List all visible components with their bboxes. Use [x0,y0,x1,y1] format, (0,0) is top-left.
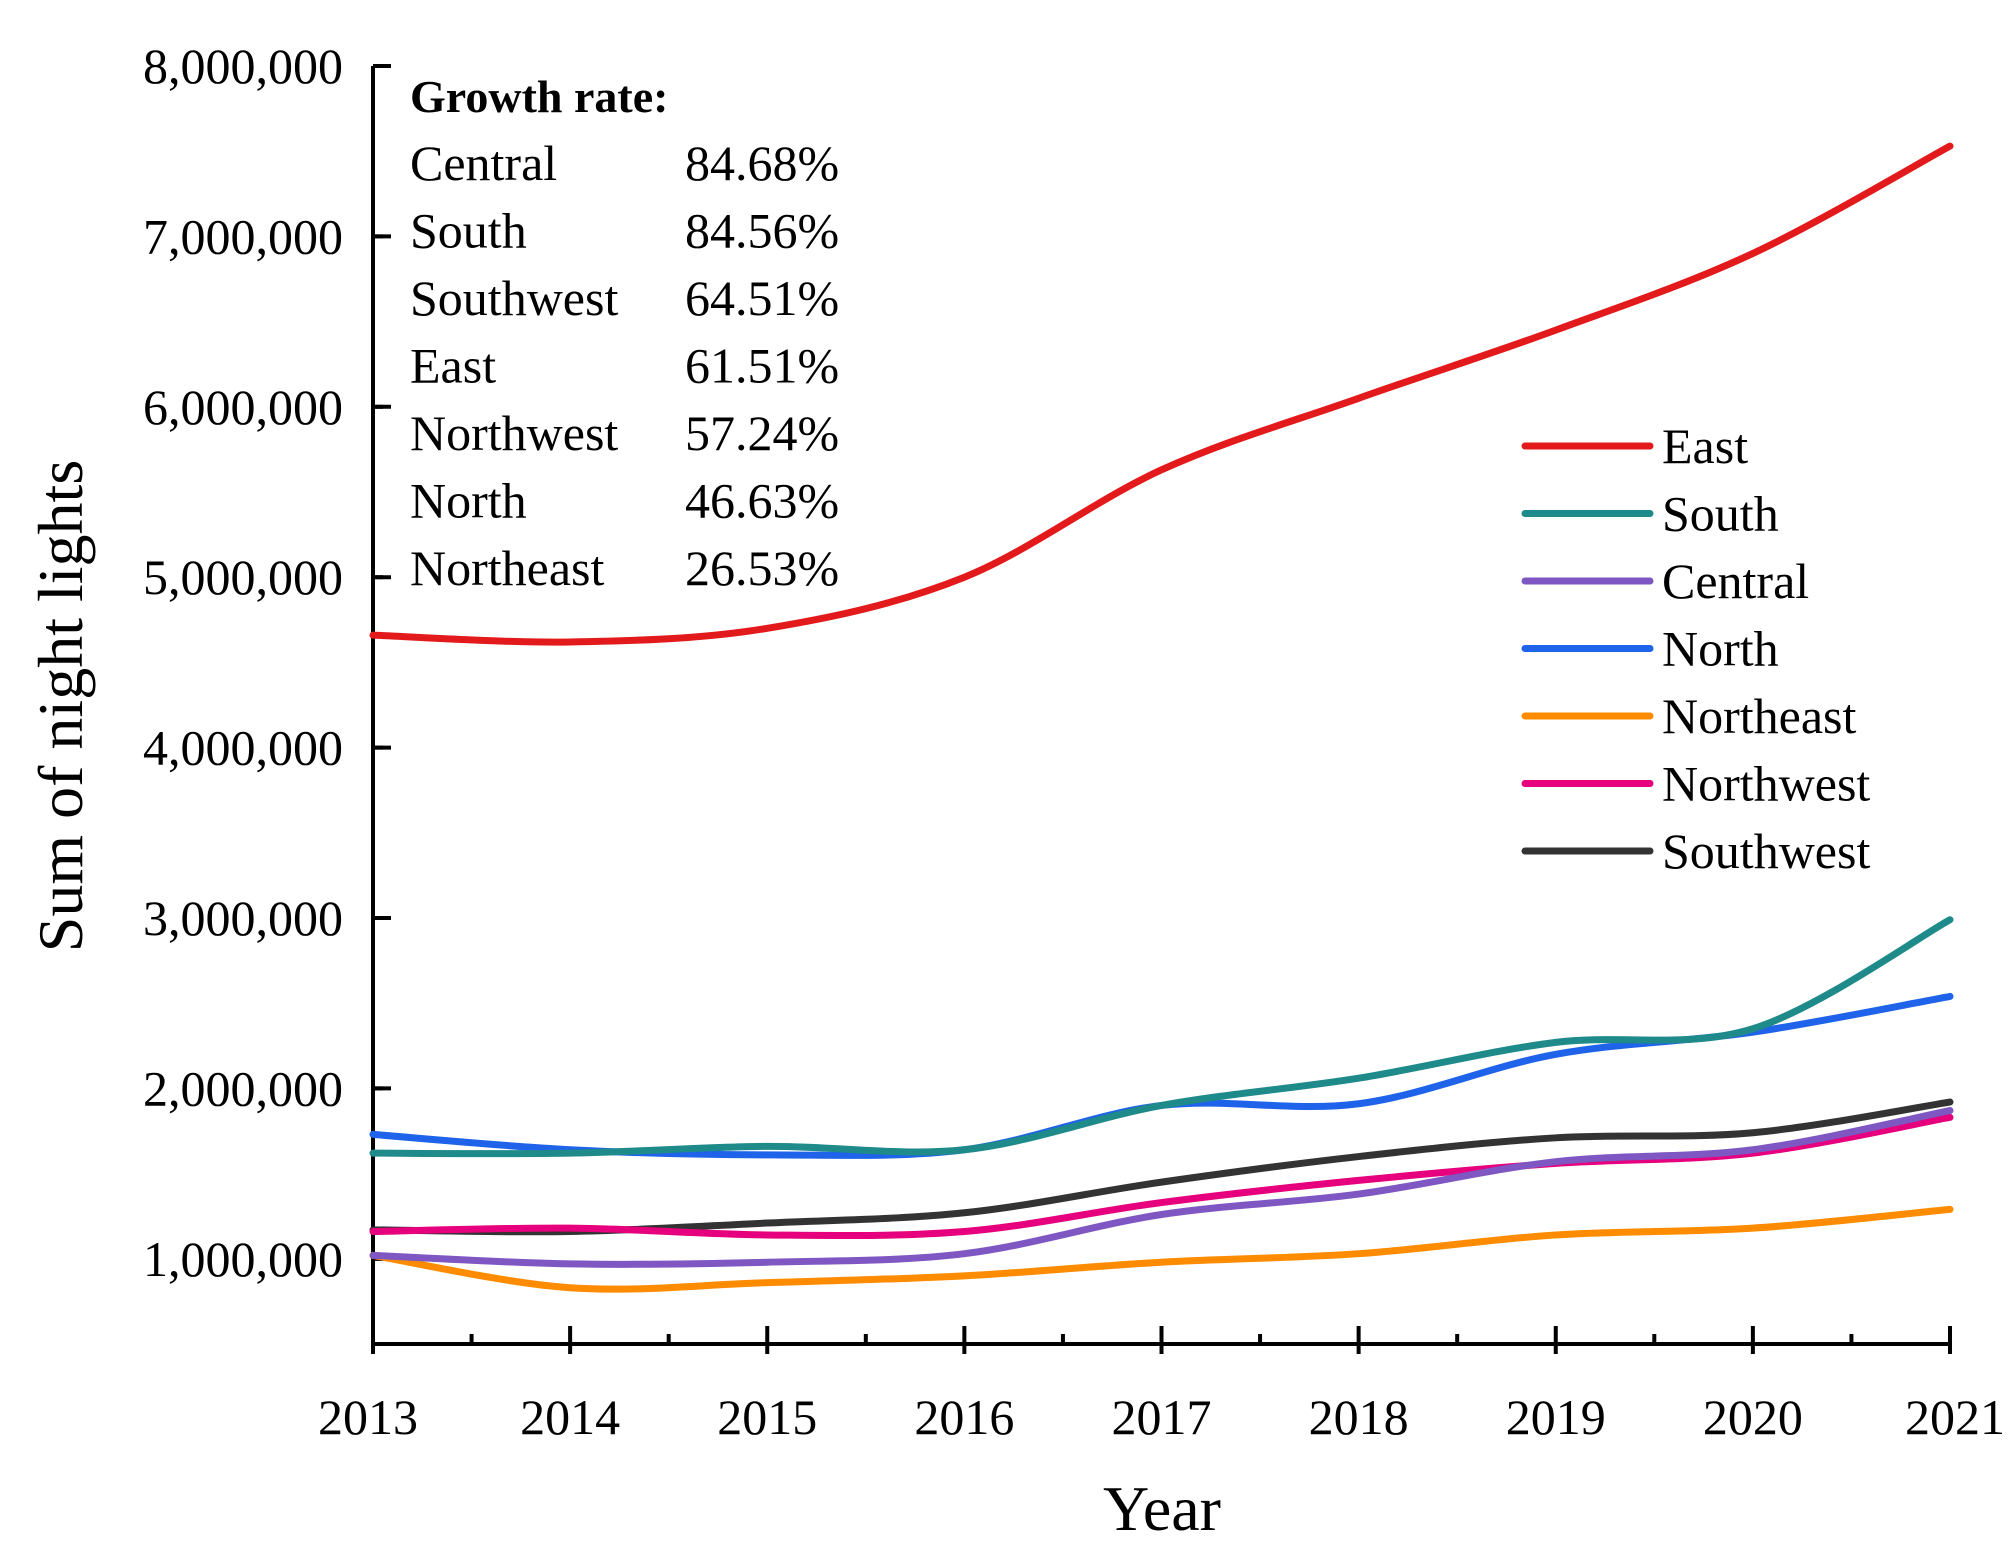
x-tick-label: 2014 [520,1389,620,1445]
y-axis-title: Sum of night lights [25,460,96,953]
y-tick-label: 6,000,000 [143,379,343,435]
legend-label-north: North [1662,621,1779,677]
y-tick-label: 3,000,000 [143,890,343,946]
x-tick-label: 2017 [1112,1389,1212,1445]
growth-rate-annotation: Growth rate: Central 84.68% South 84.56% Sou… [410,71,839,596]
y-tick-label: 8,000,000 [143,38,343,94]
growth-rate-value: 46.63% [685,473,839,529]
legend: East South Central North Northeast Northwest S… [1521,418,1870,879]
growth-rate-region: Northwest [410,405,618,461]
y-tick-label: 5,000,000 [143,549,343,605]
growth-rate-region: East [410,338,496,394]
growth-rate-value: 64.51% [685,270,839,326]
x-ticks: 2013 2014 2015 2016 2017 2018 2019 2020 2021 [318,1326,2005,1445]
y-tick-label: 2,000,000 [143,1060,343,1116]
growth-rate-value: 84.68% [685,135,839,191]
y-tick-label: 1,000,000 [143,1231,343,1287]
growth-rate-rows: Central 84.68% South 84.56% Southwest 64.51% E… [410,135,839,596]
y-tick-label: 7,000,000 [143,208,343,264]
growth-rate-region: Central [410,135,557,191]
legend-label-south: South [1662,486,1779,542]
series-lines [369,142,1954,1293]
series-line-northeast [369,1205,1954,1293]
growth-rate-value: 57.24% [685,405,839,461]
x-tick-label: 2018 [1309,1389,1409,1445]
growth-rate-title: Growth rate: [410,71,668,122]
growth-rate-region: North [410,473,527,529]
series-line-east [369,142,1954,646]
x-tick-label: 2021 [1905,1389,2005,1445]
legend-label-northwest: Northwest [1662,756,1870,812]
series-line-central [369,1107,1954,1268]
x-axis-title: Year [1103,1473,1221,1541]
growth-rate-region: Southwest [410,270,618,326]
growth-rate-region: South [410,203,527,259]
legend-label-central: Central [1662,553,1809,609]
legend-label-southwest: Southwest [1662,823,1870,879]
y-ticks: 1,000,000 2,000,000 3,000,000 4,000,000 5,00… [143,38,391,1287]
growth-rate-value: 61.51% [685,338,839,394]
growth-rate-value: 84.56% [685,203,839,259]
x-tick-label: 2013 [318,1389,418,1445]
x-tick-label: 2019 [1506,1389,1606,1445]
legend-label-east: East [1662,418,1748,474]
x-tick-label: 2020 [1703,1389,1803,1445]
legend-label-northeast: Northeast [1662,688,1856,744]
growth-rate-region: Northeast [410,540,604,596]
growth-rate-value: 26.53% [685,540,839,596]
x-tick-label: 2015 [717,1389,817,1445]
y-tick-label: 4,000,000 [143,720,343,776]
x-tick-label: 2016 [914,1389,1014,1445]
series-line-south [369,916,1954,1158]
